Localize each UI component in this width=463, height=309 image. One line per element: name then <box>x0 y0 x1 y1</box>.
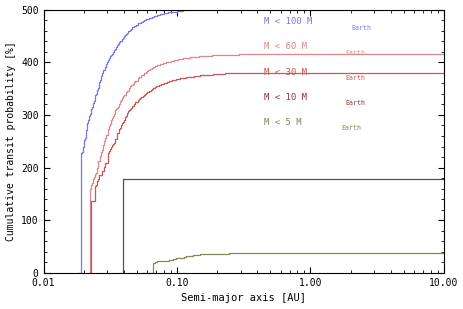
X-axis label: Semi-major axis [AU]: Semi-major axis [AU] <box>181 294 306 303</box>
Text: Earth: Earth <box>345 100 365 106</box>
Text: M < 10 M: M < 10 M <box>263 93 306 102</box>
Text: M < 30 M: M < 30 M <box>263 68 306 77</box>
Text: M < 100 M: M < 100 M <box>263 18 312 27</box>
Text: M < 60 M: M < 60 M <box>263 43 306 52</box>
Text: Earth: Earth <box>345 75 365 81</box>
Text: Earth: Earth <box>351 25 371 31</box>
Text: M < 5 M: M < 5 M <box>263 118 300 127</box>
Text: Earth: Earth <box>345 50 365 56</box>
Text: Earth: Earth <box>341 125 361 131</box>
Y-axis label: Cumulative transit probability [%]: Cumulative transit probability [%] <box>6 41 16 241</box>
